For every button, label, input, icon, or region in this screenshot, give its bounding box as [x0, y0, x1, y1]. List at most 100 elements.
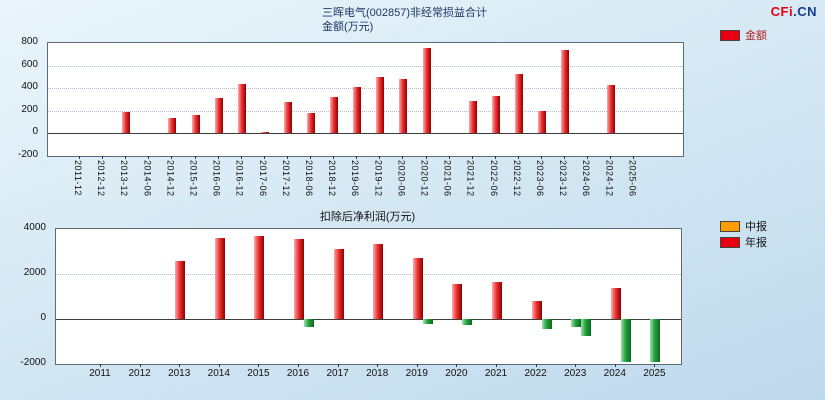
x-tick-label: 2013-12 [119, 160, 130, 197]
x-tick-mark [535, 364, 537, 367]
x-tick-mark [240, 156, 242, 159]
bar-2021-年报 [492, 281, 502, 319]
x-tick-mark [517, 156, 519, 159]
x-tick-label: 2025 [643, 368, 666, 379]
x-tick-label: 2022-12 [511, 160, 522, 197]
bar-2017-06 [260, 131, 269, 134]
x-tick-mark [575, 364, 577, 367]
bar-2023-06 [538, 110, 546, 134]
x-tick-mark [379, 156, 381, 159]
x-tick-mark [494, 156, 496, 159]
bar-2025-年报 [650, 319, 661, 362]
x-tick-label: 2011 [89, 368, 111, 379]
bar-2019-12 [376, 76, 385, 134]
x-tick-mark [337, 364, 339, 367]
x-tick-label: 2023 [564, 368, 587, 379]
y-tick-label: 200 [21, 103, 38, 115]
x-tick-mark [125, 156, 127, 159]
x-tick-mark [633, 156, 635, 159]
cfi-logo-part2: .CN [793, 4, 817, 19]
x-tick-mark [179, 364, 181, 367]
zero-line [56, 319, 681, 320]
x-tick-mark [148, 156, 150, 159]
x-tick-mark [356, 156, 358, 159]
bottom-y-axis-labels: 4000 2000 0 -2000 [10, 222, 50, 368]
x-tick-mark [416, 364, 418, 367]
x-tick-label: 2011-12 [73, 160, 83, 196]
x-tick-mark [448, 156, 450, 159]
gridline [48, 88, 683, 90]
x-tick-label: 2018 [366, 368, 389, 379]
x-tick-mark [102, 156, 104, 159]
bar-2024-中报 [620, 319, 631, 362]
bar-2022-12 [514, 73, 523, 134]
bar-2019-年报 [412, 258, 423, 319]
x-tick-mark [171, 156, 173, 159]
x-tick-label: 2023-12 [558, 160, 569, 197]
bar-2014-12 [168, 117, 177, 134]
x-tick-mark [139, 364, 141, 367]
bar-2023-12 [561, 49, 570, 134]
bar-2014-年报 [214, 238, 225, 319]
zero-line [48, 133, 683, 135]
bottom-plot-area [55, 228, 682, 365]
bar-2017-年报 [333, 249, 344, 319]
x-tick-mark [610, 156, 612, 159]
bar-2020-06 [399, 79, 408, 134]
top-chart-legend: 金额 [720, 27, 767, 43]
x-tick-mark [263, 156, 265, 159]
x-tick-label: 2014-06 [142, 160, 153, 197]
top-chart-title-line2: 金额(万元) [322, 21, 374, 33]
gridline [56, 274, 681, 275]
bar-2022-年报 [531, 301, 542, 319]
x-tick-mark [217, 156, 219, 159]
cfi-logo[interactable]: CFi.CN [771, 4, 817, 19]
x-tick-label: 2017-12 [280, 160, 291, 197]
x-tick-label: 2016 [286, 368, 310, 379]
x-tick-label: 2015 [247, 368, 270, 379]
y-tick-label: 0 [40, 312, 46, 323]
x-tick-label: 2018-06 [304, 160, 314, 197]
x-tick-mark [79, 156, 80, 159]
bar-2016-06 [214, 98, 223, 134]
x-tick-mark [333, 156, 335, 159]
bar-2019-中报 [422, 319, 433, 324]
x-tick-mark [298, 364, 299, 367]
x-tick-label: 2018-12 [327, 160, 338, 197]
interim-legend-label: 中报 [745, 221, 767, 233]
x-tick-label: 2013 [168, 368, 191, 379]
x-tick-mark [541, 156, 542, 159]
x-tick-mark [654, 364, 656, 367]
gridline [48, 65, 683, 67]
x-tick-mark [100, 364, 101, 367]
bar-2024-12 [607, 84, 616, 134]
annual-legend-label: 年报 [745, 237, 767, 249]
x-tick-mark [310, 156, 311, 159]
bar-2023-年报 [571, 319, 582, 327]
bar-2019-06 [353, 87, 362, 134]
bar-2020-中报 [462, 319, 473, 325]
x-tick-label: 2014 [207, 368, 230, 379]
x-tick-mark [194, 156, 196, 159]
y-tick-label: 400 [21, 81, 38, 93]
x-tick-label: 2016-06 [211, 160, 222, 197]
x-tick-label: 2019 [405, 368, 428, 379]
x-tick-label: 2022 [524, 368, 547, 379]
bar-2020-年报 [452, 284, 463, 319]
x-tick-mark [258, 364, 260, 367]
x-tick-mark [286, 156, 288, 159]
x-tick-mark [425, 156, 427, 159]
x-tick-label: 2016-12 [234, 160, 245, 197]
bottom-x-axis-labels: 2011 2012 2013 2014 2015 2016 2017 2018 2019 2020… [55, 364, 680, 382]
interim-legend-swatch [720, 220, 740, 232]
bar-2015-年报 [254, 235, 265, 319]
x-tick-label: 2020 [445, 368, 468, 379]
x-tick-label: 2012 [128, 368, 151, 379]
bar-2018-12 [330, 97, 339, 134]
gridline [48, 110, 683, 112]
bar-2013-12 [122, 111, 131, 134]
x-tick-label: 2019-06 [350, 160, 361, 197]
y-tick-label: -2000 [20, 357, 46, 368]
x-tick-mark [614, 364, 616, 367]
